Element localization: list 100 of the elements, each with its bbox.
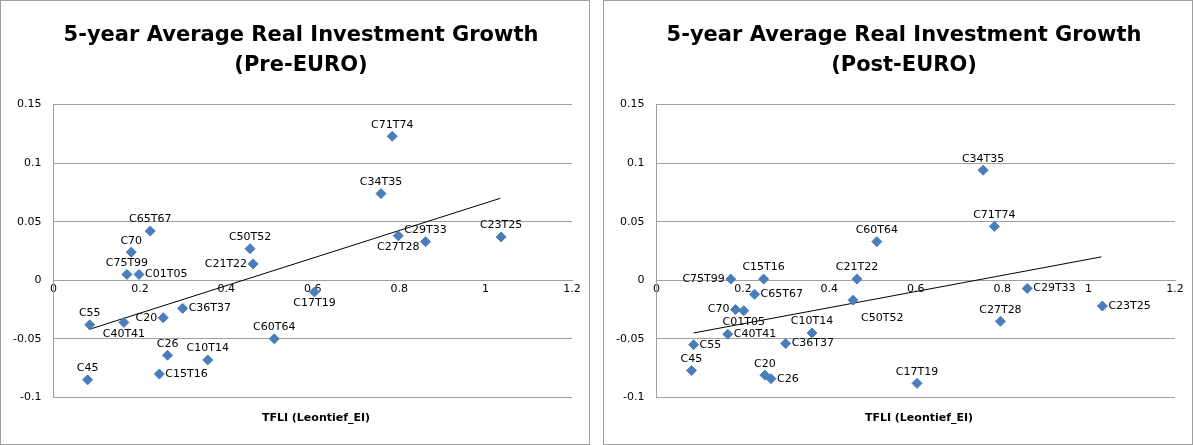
data-label: C26	[776, 371, 799, 385]
point	[247, 258, 259, 270]
point	[118, 316, 130, 328]
x-tick-label: 0.6	[906, 281, 925, 295]
y-tick-label: 0.1	[626, 156, 645, 170]
x-tick-label: 0.8	[993, 281, 1011, 295]
y-tick-label: 0.05	[619, 214, 645, 228]
point	[157, 312, 169, 324]
point	[420, 236, 432, 248]
x-tick-label: 1	[1085, 281, 1093, 295]
x-axis-title: TFLI (Leontief_EI)	[260, 411, 372, 424]
point	[738, 305, 750, 317]
point	[177, 302, 189, 314]
y-tick-label: 0.15	[16, 97, 42, 111]
point	[911, 377, 923, 389]
point	[780, 338, 792, 350]
point	[765, 373, 777, 385]
data-label: C50T52	[228, 230, 272, 244]
point	[153, 368, 165, 380]
data-label: C20	[754, 356, 776, 370]
data-label: C21T22	[835, 260, 879, 274]
data-label: C40T41	[102, 326, 146, 340]
data-label: C60T64	[855, 222, 899, 236]
data-label: C29T33	[1033, 281, 1076, 295]
point	[851, 273, 863, 285]
point	[386, 130, 398, 142]
point	[977, 164, 989, 176]
data-label: C20	[135, 310, 158, 324]
data-label: C65T67	[760, 287, 803, 301]
point	[722, 328, 734, 340]
x-tick-label: 1.2	[563, 281, 581, 295]
point	[749, 288, 761, 300]
data-label: C01T05	[145, 267, 188, 281]
data-label: C10T14	[790, 314, 834, 328]
data-label: C36T37	[791, 336, 835, 350]
point	[758, 273, 770, 285]
data-label: C27T28	[979, 302, 1022, 316]
point	[144, 225, 156, 237]
data-label: C27T28	[377, 240, 420, 254]
point	[133, 268, 145, 280]
point	[688, 339, 700, 351]
point	[495, 231, 507, 243]
y-tick-label: 0.05	[16, 214, 42, 228]
x-tick-label: 0.2	[131, 281, 149, 295]
point	[759, 369, 771, 381]
data-label: C23T25	[479, 218, 523, 232]
data-label: C23T25	[1108, 298, 1151, 312]
point	[847, 294, 859, 306]
point	[1021, 282, 1033, 294]
data-label: C75T99	[105, 255, 149, 269]
data-label: C70	[120, 233, 143, 247]
point	[375, 188, 387, 200]
y-tick-label: -0.05	[615, 331, 645, 345]
point	[806, 327, 818, 339]
data-label: C45	[680, 351, 703, 365]
point	[82, 374, 94, 386]
point	[162, 349, 174, 361]
y-tick-label: -0.05	[12, 331, 42, 345]
data-label: C75T99	[682, 271, 725, 285]
point	[244, 243, 256, 255]
point	[202, 354, 214, 366]
data-label: C15T16	[742, 260, 785, 274]
data-label: C65T67	[129, 212, 172, 226]
chart-title: 5-year Average Real Investment Growth (Post-EURO)	[665, 21, 1143, 78]
data-label: C71T74	[973, 207, 1016, 221]
data-label: C36T37	[188, 301, 232, 315]
x-tick-label: 1.2	[1166, 281, 1184, 295]
data-label: C29T33	[404, 222, 447, 236]
x-axis-title: TFLI (Leontief_EI)	[863, 411, 975, 424]
point	[685, 364, 697, 376]
y-tick-label: -0.1	[19, 390, 42, 404]
point	[725, 273, 737, 285]
x-tick-label: 0.8	[390, 281, 408, 295]
chart-title: 5-year Average Real Investment Growth (Pre-EURO)	[62, 21, 540, 78]
point	[125, 246, 137, 258]
data-label: C55	[78, 306, 101, 320]
point	[268, 333, 280, 345]
data-label: C15T16	[165, 366, 208, 380]
x-tick-label: 0.2	[734, 281, 752, 295]
data-label: C55	[699, 337, 722, 351]
y-tick-label: 0.1	[23, 156, 42, 170]
data-label: C70	[707, 302, 730, 316]
x-tick-label: 1	[482, 281, 490, 295]
point	[84, 319, 96, 331]
data-label: C34T35	[961, 151, 1005, 165]
data-label: C71T74	[371, 117, 414, 131]
x-tick-label: 0.4	[217, 281, 236, 295]
point	[1096, 300, 1108, 312]
y-tick-label: 0.15	[619, 97, 645, 111]
point	[121, 268, 133, 280]
y-tick-label: -0.1	[622, 390, 645, 404]
data-label: C21T22	[204, 256, 248, 270]
point	[988, 220, 1000, 232]
data-label: C34T35	[359, 174, 403, 188]
point	[994, 315, 1006, 327]
data-label: C17T19	[293, 296, 336, 310]
data-label: C50T52	[861, 310, 904, 324]
data-label: C45	[76, 361, 99, 375]
point	[871, 236, 883, 248]
point	[392, 230, 404, 242]
